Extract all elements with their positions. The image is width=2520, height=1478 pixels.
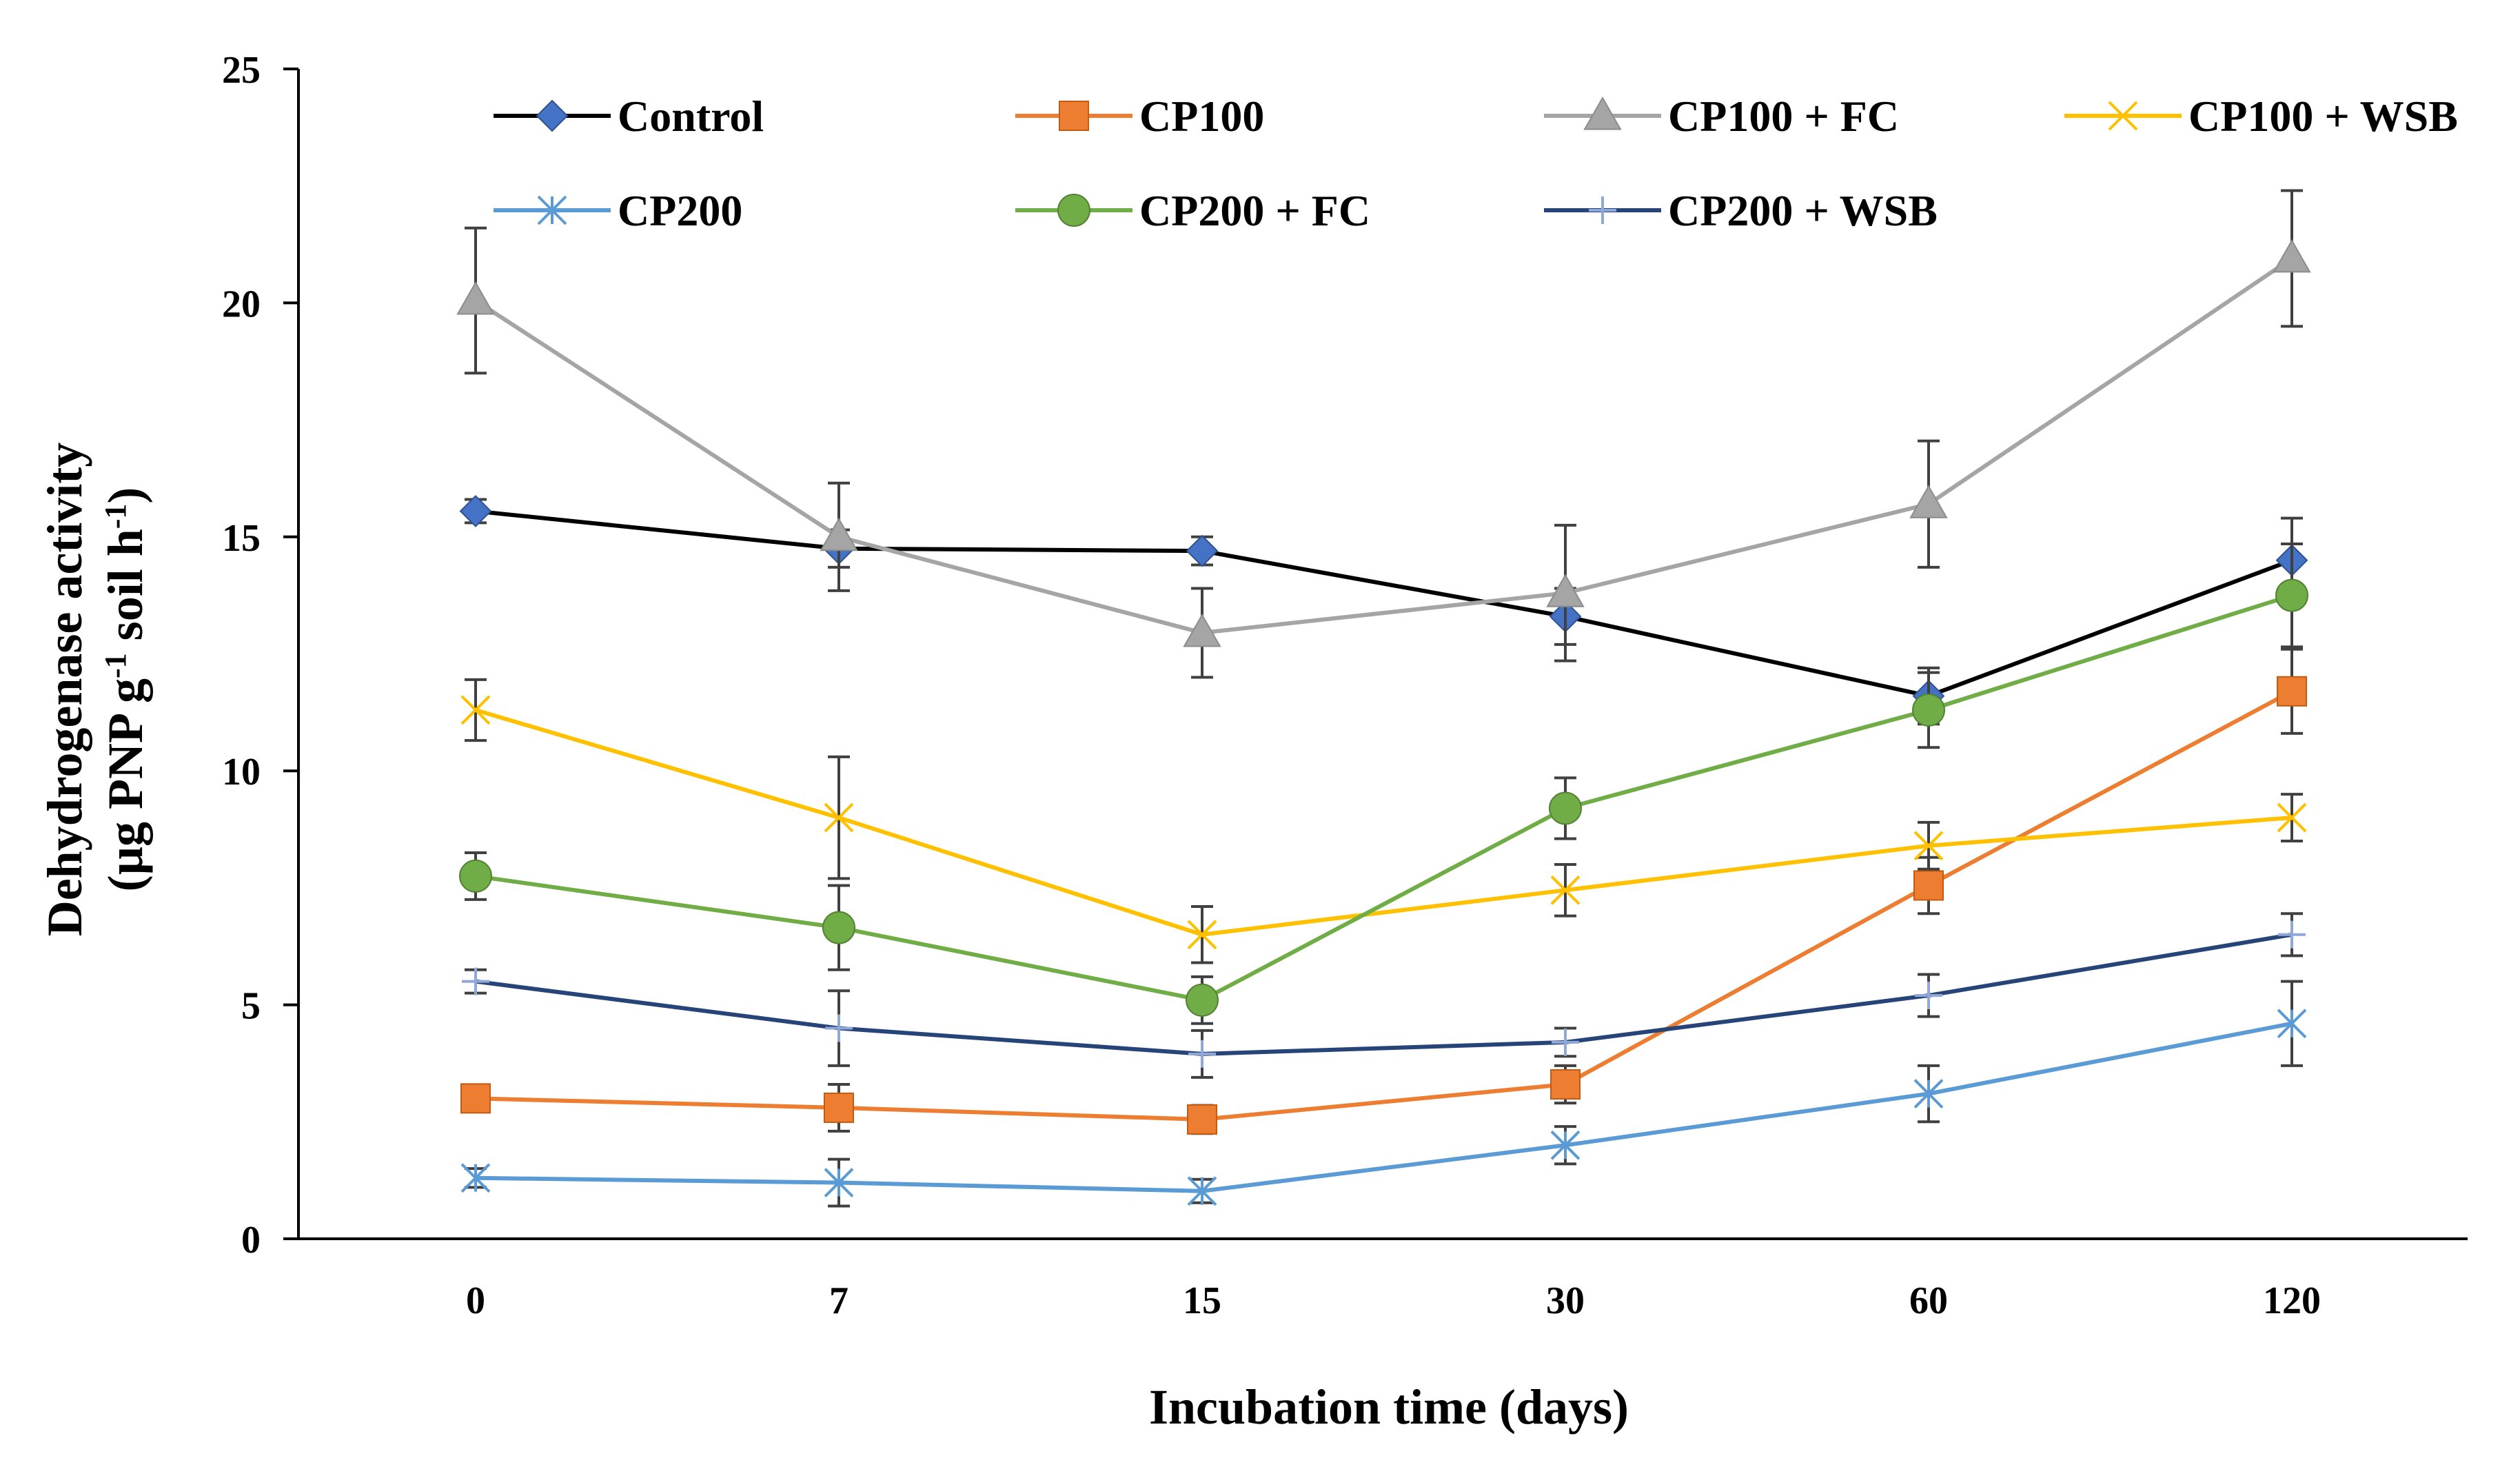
series-layer — [456, 189, 2311, 1208]
legend-label: CP200 — [618, 186, 742, 235]
data-point — [1187, 1104, 1217, 1135]
data-point — [1188, 1040, 1216, 1068]
legend-swatch-marker — [2108, 101, 2138, 131]
data-point — [2273, 239, 2311, 273]
y-axis-title-line1: Dehydrogenase activity — [37, 443, 92, 937]
data-point — [462, 967, 489, 995]
legend-label: CP100 + FC — [1668, 92, 1899, 141]
data-point — [824, 802, 854, 833]
legend-swatch-marker — [1589, 196, 1616, 224]
data-point — [459, 859, 492, 893]
series-cp200-fc — [459, 542, 2308, 1025]
data-point — [460, 695, 491, 725]
series-line-cp100 — [475, 689, 2293, 1122]
x-ticks: 0 7 15 30 60 120 — [466, 1279, 2321, 1322]
data-point — [1552, 1028, 1579, 1056]
data-point — [1186, 534, 1219, 567]
data-point — [460, 1163, 491, 1193]
plot-area: 0 5 10 15 20 25 0 7 15 30 60 120 — [222, 49, 2468, 1322]
data-point — [2277, 1009, 2307, 1039]
data-point — [1550, 875, 1581, 905]
legend-label: CP100 + WSB — [2188, 92, 2458, 141]
legend: Control CP100 CP100 + FC CP100 + WSB CP200 CP… — [494, 92, 2458, 235]
x-tick-label: 15 — [1183, 1279, 1221, 1322]
series-line-control — [475, 509, 2293, 698]
legend-item-cp100: CP100 — [1015, 92, 1264, 141]
legend-item-cp100-wsb: CP100 + WSB — [2064, 92, 2458, 141]
legend-swatch-marker — [1583, 96, 1622, 130]
y-axis-title: Dehydrogenase activity (µg PNP g-1 soil … — [37, 443, 153, 937]
y-tick-label: 0 — [241, 1219, 261, 1262]
data-point — [1550, 1130, 1581, 1160]
y-tick-label: 5 — [241, 985, 261, 1028]
x-tick-label: 0 — [466, 1279, 485, 1322]
data-point — [2278, 920, 2306, 949]
data-point — [824, 1168, 854, 1197]
data-point — [1913, 870, 1944, 901]
legend-item-cp200: CP200 — [494, 186, 742, 235]
x-tick-label: 60 — [1909, 1279, 1948, 1322]
data-point — [1186, 983, 1219, 1017]
series-line-cp100-fc — [474, 256, 2293, 635]
data-point — [824, 1092, 854, 1123]
legend-label: Control — [618, 92, 764, 141]
data-point — [2275, 578, 2308, 612]
data-point — [456, 281, 495, 315]
data-point — [2277, 676, 2307, 707]
y-tick-label: 10 — [222, 751, 261, 793]
legend-label: CP200 + FC — [1139, 186, 1370, 235]
data-point — [1915, 982, 1942, 1010]
legend-item-cp200-wsb: CP200 + WSB — [1544, 186, 1938, 235]
data-point — [1913, 831, 1944, 861]
series-cp100-fc — [456, 189, 2311, 679]
data-point — [1913, 1079, 1944, 1108]
legend-item-control: Control — [494, 92, 764, 141]
y-ticks: 0 5 10 15 20 25 — [222, 49, 298, 1262]
y-tick-label: 20 — [222, 283, 261, 325]
legend-swatch-marker — [536, 99, 569, 132]
data-point — [1909, 485, 1948, 518]
series-line-cp200-fc — [475, 593, 2293, 1002]
y-tick-label: 15 — [222, 517, 261, 560]
legend-label: CP100 — [1139, 92, 1264, 141]
data-point — [460, 1083, 491, 1114]
y-tick-label: 25 — [222, 49, 261, 92]
data-point — [1912, 693, 1945, 727]
series-line-cp100-wsb — [475, 708, 2293, 937]
x-tick-label: 30 — [1546, 1279, 1585, 1322]
series-line-cp200-wsb — [475, 932, 2293, 1056]
series-cp100-wsb — [460, 678, 2307, 964]
series-cp100 — [460, 647, 2307, 1135]
data-point — [825, 1014, 853, 1042]
x-tick-label: 7 — [829, 1279, 849, 1322]
legend-swatch-marker — [537, 195, 567, 225]
data-point — [820, 517, 858, 551]
series-cp200 — [460, 980, 2307, 1208]
legend-item-cp100-fc: CP100 + FC — [1544, 92, 1899, 141]
series-control — [459, 495, 2308, 726]
legend-swatch-marker — [1059, 101, 1089, 131]
series-line-cp200 — [475, 1021, 2293, 1193]
y-axis-title-line2: (µg PNP g-1 soil h-1) — [98, 487, 153, 892]
data-point — [1550, 1069, 1581, 1100]
series-cp200-wsb — [462, 912, 2306, 1079]
data-point — [1183, 613, 1221, 647]
x-tick-label: 120 — [2263, 1279, 2321, 1322]
legend-swatch-marker — [1057, 194, 1090, 227]
legend-label: CP200 + WSB — [1668, 186, 1938, 235]
data-point — [2277, 802, 2307, 833]
data-point — [459, 495, 492, 527]
data-point — [1549, 791, 1582, 825]
data-point — [1546, 574, 1585, 607]
data-point — [1187, 920, 1217, 950]
legend-item-cp200-fc: CP200 + FC — [1015, 186, 1370, 235]
data-point — [822, 911, 855, 944]
data-point — [1187, 1176, 1217, 1206]
x-axis-title: Incubation time (days) — [1149, 1379, 1629, 1435]
